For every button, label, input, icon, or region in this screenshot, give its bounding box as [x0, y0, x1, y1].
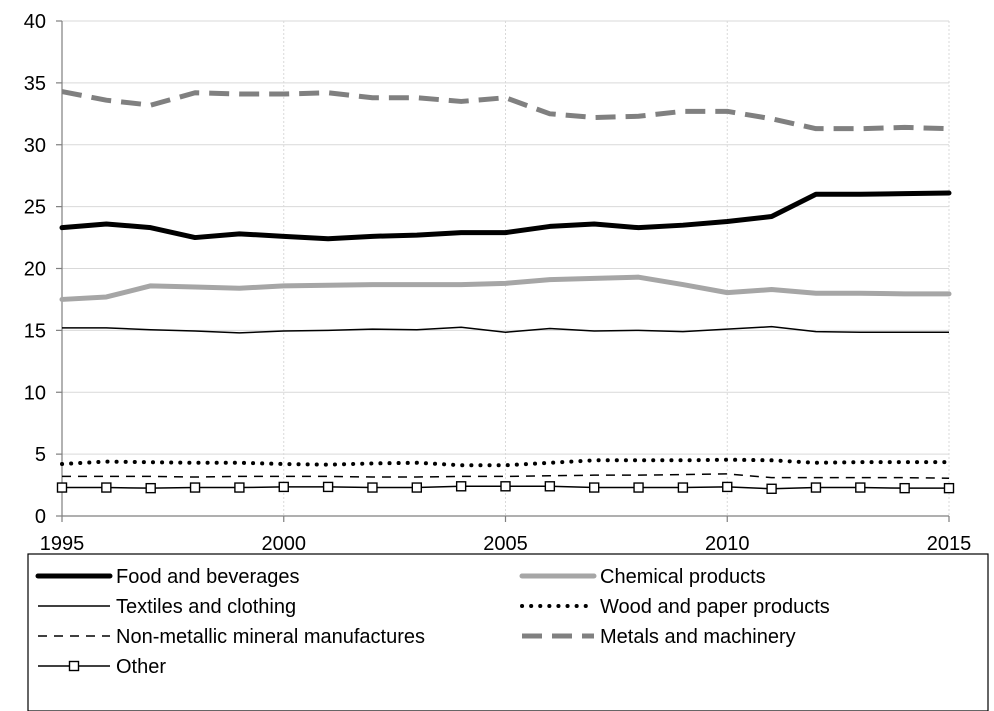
data-point-other	[145, 482, 156, 494]
data-point-other	[899, 482, 910, 494]
legend-label-textiles-and-clothing: Textiles and clothing	[116, 596, 296, 618]
data-point-other	[500, 481, 511, 492]
data-point-other	[943, 482, 955, 494]
legend: Food and beverages Chemical products Texti…	[27, 553, 989, 711]
x-tick-label: 2000	[262, 533, 307, 555]
data-point-other	[278, 481, 289, 493]
data-point-other	[367, 482, 378, 493]
y-tick-label: 25	[24, 197, 46, 219]
data-point-other	[810, 482, 822, 493]
x-tick-label: 1995	[40, 533, 85, 555]
data-point-other	[234, 482, 245, 493]
y-tick-label: 30	[24, 135, 46, 157]
data-point-other	[589, 482, 600, 493]
y-tick-label: 40	[24, 11, 46, 33]
axes	[56, 20, 950, 522]
data-point-other	[722, 481, 733, 493]
data-point-other	[855, 482, 866, 493]
legend-marker-other	[68, 660, 80, 672]
y-tick-label: 15	[24, 320, 46, 342]
y-tick-label: 10	[24, 382, 46, 404]
series-line-non-metallic-mineral-manufactures	[62, 473, 950, 480]
data-point-other	[633, 482, 644, 493]
series-line-textiles-and-clothing	[62, 325, 949, 334]
series-line-food-and-beverages	[59, 190, 952, 242]
legend-label-wood-and-paper-products: Wood and paper products	[600, 596, 830, 618]
legend-label-food-and-beverages: Food and beverages	[116, 566, 299, 588]
grid-lines	[62, 20, 950, 516]
series-lines	[56, 89, 955, 494]
data-point-other	[189, 482, 201, 493]
legend-label-metals-and-machinery: Metals and machinery	[600, 626, 796, 648]
x-tick-label: 2015	[927, 533, 972, 555]
y-tick-label: 35	[24, 73, 46, 95]
series-line-chemical-products	[59, 274, 952, 302]
data-point-other	[544, 481, 556, 492]
x-tick-label: 2005	[483, 533, 528, 555]
data-point-other	[677, 482, 689, 493]
series-line-metals-and-machinery	[61, 89, 950, 132]
legend-label-other: Other	[116, 656, 166, 678]
legend-label-non-metallic-mineral-manufactures: Non-metallic mineral manufactures	[116, 626, 425, 648]
data-point-other	[322, 481, 334, 493]
data-point-other	[411, 482, 422, 493]
y-tick-label: 5	[35, 444, 46, 466]
data-point-other	[766, 483, 777, 494]
legend-box	[27, 553, 989, 711]
tick-labels: 0 5 10 15 20 25 30 35 40 1995 2000 2005 2010 2015	[24, 11, 972, 555]
legend-label-chemical-products: Chemical products	[600, 566, 766, 588]
x-tick-label: 2010	[705, 533, 750, 555]
y-tick-label: 0	[35, 506, 46, 528]
y-tick-label: 20	[24, 259, 46, 281]
data-point-other	[101, 482, 112, 493]
data-point-other	[455, 481, 467, 492]
data-point-other	[56, 482, 68, 493]
